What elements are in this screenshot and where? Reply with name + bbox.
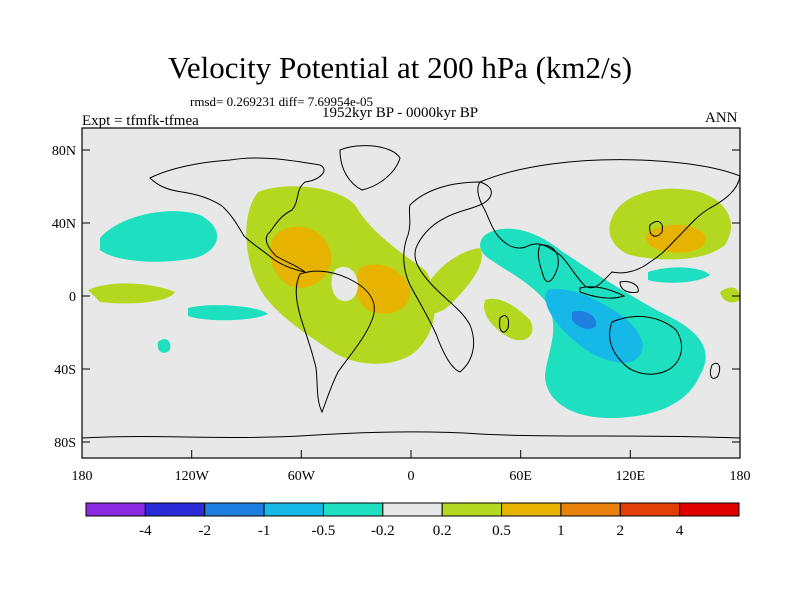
colorbar-swatch (382, 502, 443, 517)
lon-label-180e: 180 (730, 469, 751, 484)
positive-anomaly-east-pacific (88, 283, 175, 304)
lat-label-80n: 80N (52, 144, 76, 159)
positive-anomaly-americas-core (269, 226, 332, 288)
negative-anomaly-indian-center (572, 310, 597, 329)
positive-anomaly-sw-pacific (720, 287, 740, 303)
colorbar-label: 1 (557, 523, 565, 539)
period-label: 1952kyr BP - 0000kyr BP (322, 105, 479, 121)
lat-label-80s: 80S (54, 436, 76, 451)
colorbar-label: -4 (139, 523, 152, 539)
map-title: Velocity Potential at 200 hPa (km2/s) (167, 50, 633, 85)
colorbar-swatch (204, 502, 265, 517)
experiment-label: Expt = tfmfk-tfmea (82, 113, 199, 129)
colorbar-swatch (501, 502, 562, 517)
colorbar-swatch (85, 502, 146, 517)
lon-label-120w: 120W (175, 469, 210, 484)
colorbar-label: 0.2 (433, 523, 452, 539)
negative-anomaly-north-pacific (100, 211, 218, 262)
stats-line: rmsd= 0.269231 diff= 7.69954e-05 (190, 94, 374, 109)
colorbar-labels: -4 -2 -1 -0.5 -0.2 0.2 0.5 1 2 4 (139, 523, 684, 539)
lat-label-0: 0 (69, 290, 76, 305)
coastlines (82, 145, 740, 439)
colorbar-label: 0.5 (492, 523, 511, 539)
lon-label-60w: 60W (288, 469, 316, 484)
colorbar-swatch (144, 502, 206, 517)
colorbar (85, 502, 740, 517)
colorbar-swatch (322, 502, 384, 517)
colorbar-swatch (619, 502, 681, 517)
neutral-hole-south-america (331, 266, 358, 302)
colorbar-label: 2 (617, 523, 625, 539)
colorbar-swatch (263, 502, 324, 517)
negative-anomaly-tropical-pacific (188, 305, 268, 321)
lat-tick-marks (82, 149, 740, 443)
lon-label-180w: 180 (72, 469, 93, 484)
lon-tick-labels: 180 120W 60W 0 60E 120E 180 (72, 469, 751, 484)
colorbar-label: -0.2 (371, 523, 395, 539)
contour-fill-layer (82, 145, 740, 439)
negative-anomaly-southeast-pacific (157, 339, 171, 353)
negative-anomaly-west-pacific (648, 267, 710, 283)
colorbar-label: -2 (198, 523, 211, 539)
colorbar-swatch (441, 502, 503, 517)
positive-anomaly-africa (420, 248, 482, 314)
lon-label-0: 0 (408, 469, 415, 484)
colorbar-swatch (560, 502, 621, 517)
colorbar-swatch (679, 502, 740, 517)
season-label: ANN (705, 110, 738, 126)
lat-label-40n: 40N (52, 217, 76, 232)
lat-label-40s: 40S (54, 363, 76, 378)
colorbar-label: -1 (258, 523, 271, 539)
positive-anomaly-atlantic-core (355, 264, 411, 314)
colorbar-label: -0.5 (312, 523, 336, 539)
lat-tick-labels: 80N 40N 0 40S 80S (52, 144, 76, 451)
lon-tick-marks (81, 450, 741, 458)
lon-label-60e: 60E (509, 469, 532, 484)
lon-label-120e: 120E (616, 469, 646, 484)
colorbar-label: 4 (676, 523, 684, 539)
